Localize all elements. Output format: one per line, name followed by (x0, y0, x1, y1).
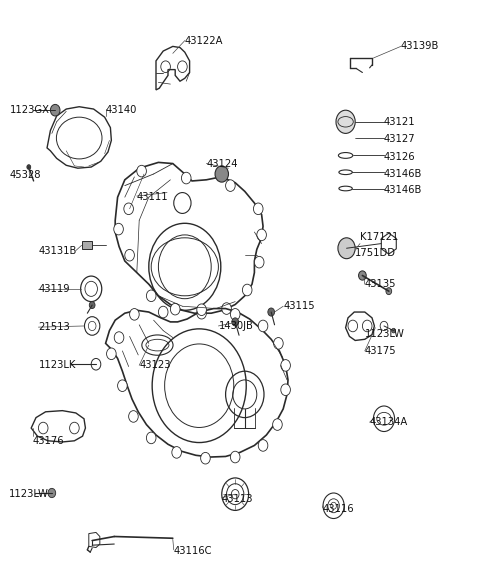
Text: 43126: 43126 (384, 151, 416, 162)
Circle shape (254, 256, 264, 268)
Circle shape (130, 309, 139, 320)
Circle shape (124, 203, 133, 215)
Circle shape (170, 303, 180, 315)
Circle shape (274, 338, 283, 349)
Circle shape (230, 309, 240, 320)
Circle shape (137, 165, 146, 177)
Circle shape (129, 411, 138, 422)
Text: 43123: 43123 (139, 360, 171, 371)
Text: 1751DD: 1751DD (355, 248, 396, 259)
Text: K17121: K17121 (360, 231, 398, 242)
Circle shape (242, 284, 252, 296)
Text: 45328: 45328 (10, 170, 41, 180)
Text: 43119: 43119 (38, 284, 70, 294)
FancyBboxPatch shape (82, 241, 92, 249)
Circle shape (257, 229, 266, 241)
Circle shape (48, 488, 56, 498)
Circle shape (118, 380, 127, 392)
Text: 43116: 43116 (323, 504, 354, 514)
Circle shape (281, 360, 290, 371)
Text: 43146B: 43146B (384, 185, 422, 195)
Circle shape (201, 452, 210, 464)
Circle shape (226, 180, 235, 191)
Text: 43124: 43124 (206, 158, 238, 169)
Text: 43127: 43127 (384, 134, 416, 144)
Text: 43134A: 43134A (370, 417, 408, 427)
Text: 43115: 43115 (283, 301, 315, 311)
Text: 43116C: 43116C (174, 546, 212, 556)
Text: 43140: 43140 (106, 105, 137, 115)
Text: 43122A: 43122A (185, 35, 223, 46)
Text: 1123LW: 1123LW (365, 329, 405, 339)
Text: 43111: 43111 (137, 192, 168, 202)
Circle shape (392, 328, 396, 333)
Text: 43176: 43176 (33, 436, 64, 446)
Circle shape (253, 203, 263, 215)
Circle shape (215, 166, 228, 182)
Text: 43121: 43121 (384, 117, 416, 127)
Circle shape (273, 419, 282, 430)
Circle shape (230, 451, 240, 463)
Text: 43139B: 43139B (401, 41, 439, 52)
Circle shape (172, 447, 181, 458)
Circle shape (268, 308, 275, 316)
Text: 21513: 21513 (38, 322, 70, 332)
Text: 43175: 43175 (365, 346, 396, 356)
Text: 1123LK: 1123LK (38, 360, 76, 371)
Text: 43113: 43113 (222, 494, 253, 504)
Circle shape (181, 172, 191, 184)
Circle shape (114, 332, 124, 343)
Circle shape (197, 307, 206, 319)
Text: 43131B: 43131B (38, 245, 77, 256)
Circle shape (89, 302, 95, 309)
Circle shape (222, 303, 231, 314)
Circle shape (125, 249, 134, 261)
Circle shape (338, 238, 355, 259)
Circle shape (114, 223, 123, 235)
Text: 1430JB: 1430JB (218, 321, 253, 331)
Circle shape (258, 320, 268, 332)
Circle shape (197, 304, 206, 316)
Circle shape (336, 110, 355, 133)
Text: 43146B: 43146B (384, 169, 422, 179)
Text: 1123LW: 1123LW (9, 489, 48, 499)
Text: 43135: 43135 (365, 279, 396, 289)
Circle shape (386, 288, 392, 295)
Text: 1123GX: 1123GX (10, 105, 49, 115)
Circle shape (232, 318, 239, 326)
Circle shape (258, 440, 268, 451)
Circle shape (281, 384, 290, 396)
Circle shape (27, 165, 31, 169)
Circle shape (359, 271, 366, 280)
Circle shape (158, 306, 168, 318)
Circle shape (107, 348, 116, 360)
Circle shape (50, 104, 60, 116)
Circle shape (146, 432, 156, 444)
Circle shape (146, 290, 156, 302)
